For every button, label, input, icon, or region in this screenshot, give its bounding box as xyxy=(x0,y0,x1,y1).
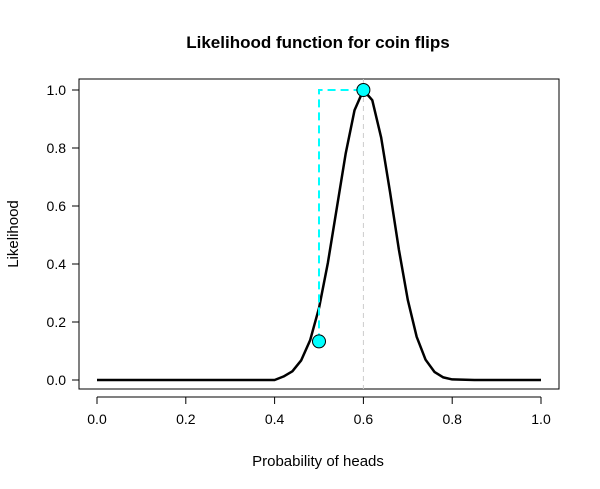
highlight-point xyxy=(356,83,371,97)
x-tick-label: 0.0 xyxy=(87,411,107,427)
x-tick-label: 0.4 xyxy=(265,411,285,427)
x-tick-label: 0.8 xyxy=(442,411,462,427)
y-axis: 0.0 0.2 0.4 0.6 0.8 1.0 xyxy=(47,82,80,388)
plot-marks xyxy=(97,79,541,389)
x-axis-label: Probability of heads xyxy=(252,453,384,470)
chart-title: Likelihood function for coin flips xyxy=(186,33,449,52)
y-tick-label: 1.0 xyxy=(47,82,67,98)
x-tick-label: 0.6 xyxy=(354,411,374,427)
x-tick-label: 1.0 xyxy=(531,411,551,427)
y-tick-label: 0.4 xyxy=(47,256,67,272)
highlight-point xyxy=(312,334,326,349)
y-tick-label: 0.8 xyxy=(47,140,67,156)
x-axis: 0.0 0.2 0.4 0.6 0.8 1.0 xyxy=(87,396,551,427)
x-tick-label: 0.2 xyxy=(176,411,196,427)
y-axis-label: Likelihood xyxy=(5,200,22,268)
y-tick-label: 0.2 xyxy=(47,314,67,330)
y-tick-label: 0.0 xyxy=(47,372,67,388)
dashed-step-path xyxy=(318,89,364,342)
likelihood-curve xyxy=(97,88,541,382)
y-tick-label: 0.6 xyxy=(47,198,67,214)
